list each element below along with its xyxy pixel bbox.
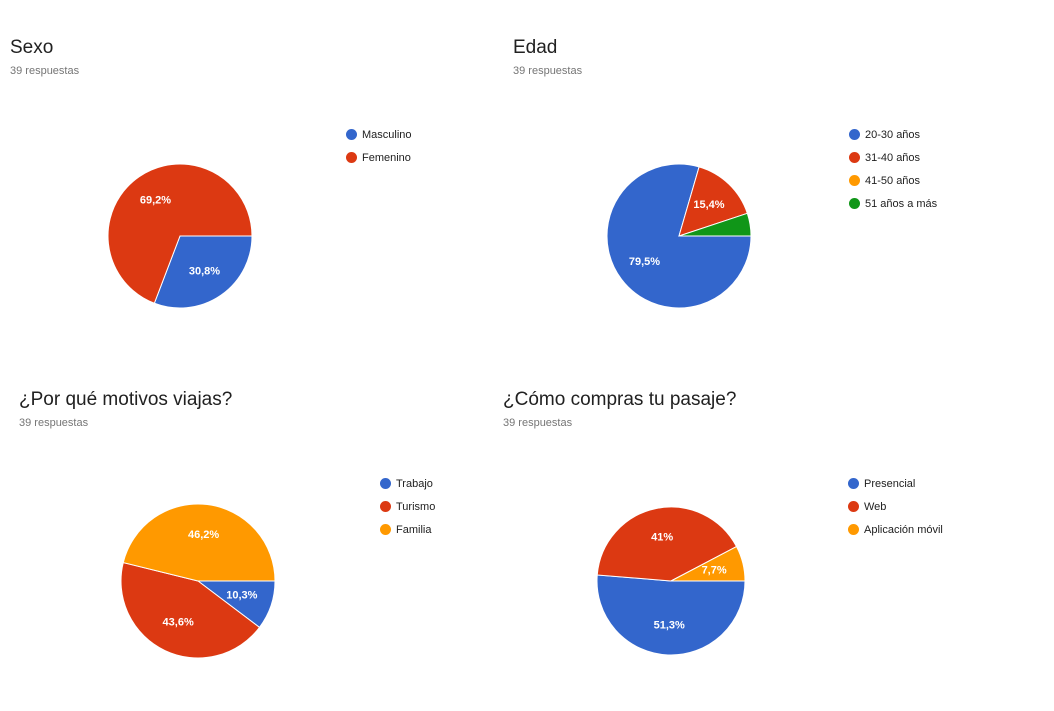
legend-label: 20-30 años [865,128,921,141]
legend-item-51-anos-a-mas: 51 años a más [849,192,937,215]
slice-label-familia: 46,2% [188,529,219,541]
slice-label-trabajo: 10,3% [226,590,257,602]
pie-slice-web [596,506,738,582]
legend-item-femenino: Femenino [346,146,412,169]
legend-swatch [849,152,860,163]
chart-title: Sexo [10,37,54,58]
legend-item-31-40-anos: 31-40 años [849,146,937,169]
legend-item-aplicacion-movil: Aplicación móvil [848,518,943,541]
legend-item-41-50-anos: 41-50 años [849,169,937,192]
legend-item-web: Web [848,495,943,518]
pie-chart-edad: 79,5% 15,4% [606,163,752,309]
legend-swatch [346,129,357,140]
legend-item-familia: Familia [380,518,435,541]
legend-motivos: Trabajo Turismo Familia [380,472,435,541]
legend-label: Trabajo [396,477,433,490]
legend-swatch [380,524,391,535]
pie-slice-aplicacion-movil [670,545,746,582]
legend-swatch [848,501,859,512]
pie-slice-femenino [107,163,253,304]
legend-item-trabajo: Trabajo [380,472,435,495]
chart-title: ¿Cómo compras tu pasaje? [503,389,737,410]
slice-label-presencial: 51,3% [654,619,685,631]
legend-label: Familia [396,523,432,536]
pie-slice-familia [122,503,276,582]
legend-swatch [849,175,860,186]
legend-item-20-30-anos: 20-30 años [849,123,937,146]
legend-label: Turismo [396,500,436,513]
pie-chart-pasaje: 51,3% 41% 7,7% [596,506,746,656]
legend-pasaje: Presencial Web Aplicación móvil [848,472,943,541]
legend-swatch [849,198,860,209]
pie-chart-sexo: 30,8% 69,2% [107,163,253,309]
pie-slice-turismo [120,561,261,659]
pie-chart-motivos: 10,3% 43,6% 46,2% [120,503,276,659]
legend-swatch [380,478,391,489]
legend-item-turismo: Turismo [380,495,435,518]
legend-label: 51 años a más [865,197,938,210]
legend-swatch [848,478,859,489]
legend-item-masculino: Masculino [346,123,412,146]
legend-label: 41-50 años [865,174,921,187]
legend-swatch [848,524,859,535]
slice-label-web: 41% [651,531,673,543]
legend-swatch [380,501,391,512]
slice-label-20-30-anos: 79,5% [629,256,660,268]
slice-label-turismo: 43,6% [163,617,194,629]
legend-edad: 20-30 años 31-40 años 41-50 años 51 años a … [849,123,937,215]
pie-slice-presencial [596,574,746,656]
legend-label: Web [864,500,887,513]
legend-label: Femenino [362,151,411,164]
chart-title: ¿Por qué motivos viajas? [19,389,233,410]
slice-label-femenino: 69,2% [140,194,171,206]
chart-subtitle: 39 respuestas [503,417,573,429]
chart-subtitle: 39 respuestas [513,65,583,77]
legend-label: Aplicación móvil [864,523,943,536]
legend-swatch [346,152,357,163]
slice-label-31-40-anos: 15,4% [693,199,724,211]
legend-item-presencial: Presencial [848,472,943,495]
pie-slice-51-anos-a-mas [678,212,752,237]
legend-label: Presencial [864,477,916,490]
pie-slice-masculino [153,235,253,309]
chart-title: Edad [513,37,558,58]
legend-label: Masculino [362,128,412,141]
legend-sexo: Masculino Femenino [346,123,412,169]
slice-label-masculino: 30,8% [189,266,220,278]
legend-label: 31-40 años [865,151,921,164]
chart-subtitle: 39 respuestas [10,65,80,77]
legend-swatch [849,129,860,140]
chart-subtitle: 39 respuestas [19,417,89,429]
slice-label-aplicacion-movil: 7,7% [702,564,727,576]
